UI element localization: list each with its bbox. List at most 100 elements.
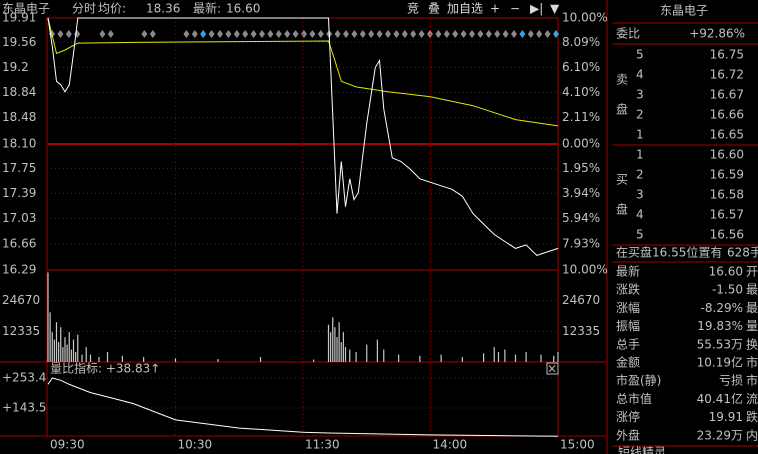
volume-tick-label: 12335	[562, 324, 600, 338]
status-diamond	[443, 30, 450, 38]
status-diamond	[191, 30, 198, 38]
level-price: 16.60	[710, 148, 744, 162]
status-diamond	[242, 30, 249, 38]
quote-title: 东晶电子	[660, 4, 708, 18]
side-char: 盘	[616, 102, 628, 117]
level-index: 2	[636, 108, 644, 122]
level-price: 16.72	[710, 68, 744, 82]
stat-value: 55.53万	[697, 337, 743, 351]
stat-label: 最	[746, 283, 758, 297]
volume-bar	[72, 339, 75, 362]
time-label: 11:30	[305, 438, 340, 452]
indicator-line	[47, 377, 559, 437]
stat-label: 最	[746, 301, 758, 315]
level-index: 3	[636, 188, 644, 202]
pct-tick-label: 3.94%	[562, 186, 600, 200]
status-diamond	[351, 30, 358, 38]
stat-value: 19.83%	[697, 319, 743, 333]
price-tick-label: 18.48	[2, 110, 36, 124]
pct-tick-label: 2.11%	[562, 110, 600, 124]
toolbar-button[interactable]: 竞	[407, 2, 419, 16]
level-price: 16.57	[710, 208, 744, 222]
stat-label: 总市值	[616, 391, 652, 406]
header-last-label: 最新:	[193, 1, 221, 16]
time-label: 14:00	[433, 438, 468, 452]
volume-bar	[342, 332, 344, 362]
avg-price-line	[47, 17, 559, 127]
volume-bar	[553, 355, 555, 362]
wb-label: 委比	[616, 27, 640, 41]
toolbar-button[interactable]: +	[490, 2, 500, 16]
volume-bar	[376, 339, 378, 362]
volume-bar	[49, 312, 51, 362]
volume-bar	[355, 352, 357, 362]
time-label: 15:00	[560, 438, 595, 452]
status-diamond	[418, 30, 425, 38]
volume-bar	[334, 327, 336, 362]
stat-value: 40.41亿	[697, 391, 743, 406]
volume-bar	[53, 339, 55, 362]
volume-bar	[70, 349, 72, 362]
pct-tick-label: 5.94%	[562, 211, 600, 225]
toolbar-button[interactable]: ▼	[550, 2, 560, 16]
volume-bar	[89, 354, 92, 362]
status-diamond	[200, 30, 207, 38]
stat-label: 流	[746, 392, 758, 406]
level-index: 1	[636, 148, 644, 162]
toolbar-button[interactable]: 加自选	[447, 2, 483, 16]
status-diamond	[141, 30, 148, 38]
stat-value: 亏损	[719, 374, 743, 388]
header-avg: 18.36	[146, 2, 180, 16]
volume-bar	[64, 337, 66, 362]
volume-bar	[62, 347, 64, 362]
status-diamond	[208, 30, 215, 38]
price-tick-label: 18.84	[2, 85, 36, 99]
pct-tick-label: 1.95%	[562, 161, 600, 175]
close-icon[interactable]: ×	[547, 362, 557, 376]
volume-bar	[77, 334, 79, 362]
status-diamond	[376, 30, 383, 38]
indicator-tick-label: +143.5	[2, 401, 46, 415]
side-char: 盘	[616, 202, 628, 217]
status-diamond	[107, 30, 114, 38]
volume-bar	[106, 352, 109, 362]
status-diamond	[511, 30, 517, 38]
stat-label: 涨跌	[616, 282, 640, 297]
close-box[interactable]	[546, 362, 559, 375]
level-price: 16.65	[710, 128, 744, 142]
status-diamond	[275, 30, 282, 38]
status-diamond	[301, 30, 307, 38]
level-index: 2	[636, 168, 644, 182]
volume-bar	[47, 272, 49, 362]
stat-label: 外盘	[616, 427, 640, 442]
price-tick-label: 19.56	[2, 35, 36, 49]
volume-bar	[332, 317, 334, 362]
volume-bar	[383, 349, 385, 362]
status-diamond	[401, 30, 408, 38]
volume-bar	[419, 355, 421, 362]
header-avg-label: 均价:	[98, 2, 126, 16]
stat-label: 市	[746, 373, 758, 388]
status-diamond	[284, 30, 291, 38]
status-diamond	[57, 30, 64, 38]
level-index: 5	[636, 48, 644, 62]
status-diamond	[485, 30, 492, 38]
stat-label: 换	[746, 337, 758, 351]
header-name: 东晶电子	[2, 2, 50, 16]
volume-bar	[366, 344, 368, 362]
footer-tab[interactable]: 短线精灵	[618, 446, 666, 454]
indicator-tick-label: +253.4	[2, 370, 46, 384]
header-mode: 分时	[72, 2, 96, 16]
volume-bar	[68, 332, 70, 362]
level-index: 3	[636, 88, 644, 102]
stat-label: 市	[746, 355, 758, 370]
toolbar-button[interactable]: 叠	[428, 2, 440, 16]
status-diamond	[334, 30, 341, 38]
toolbar-button[interactable]: ▶|	[530, 2, 543, 16]
toolbar-button[interactable]: −	[510, 2, 520, 16]
stat-label: 市盈(静)	[616, 373, 661, 388]
level-index: 4	[636, 68, 644, 82]
stat-label: 涨停	[616, 409, 640, 424]
